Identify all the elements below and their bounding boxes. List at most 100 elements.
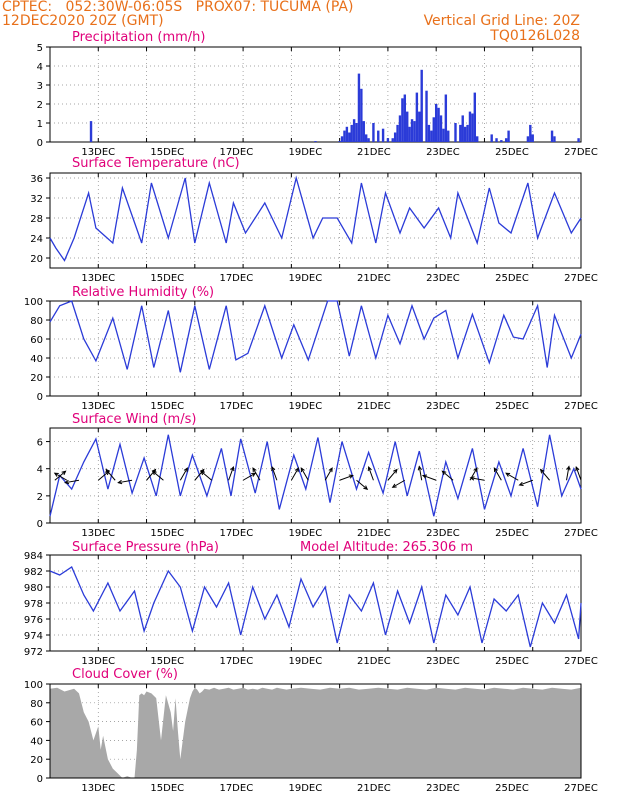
wind-arrow-shaft — [356, 479, 368, 490]
wind-arrow-shaft — [470, 477, 485, 481]
precip-bar — [425, 90, 428, 142]
cloud-xtick-label: 13DEC — [81, 783, 115, 794]
wind-arrow-shaft — [54, 470, 66, 481]
temp-xtick-label: 25DEC — [495, 273, 529, 284]
rh-panel: Relative Humidity (%) 0 20 40 60 80 100 13DEC 15… — [24, 285, 598, 412]
precip-ytick-label: 3 — [37, 81, 43, 92]
precip-xtick-label: 13DEC — [81, 147, 115, 158]
temp-ytick-label: 20 — [30, 254, 43, 265]
wind-arrow-shaft — [339, 474, 353, 481]
wind-series-line — [49, 434, 582, 517]
wind-arrow-head — [348, 474, 354, 479]
pressure-series-line — [49, 566, 582, 648]
wind-arrow — [290, 467, 299, 481]
wind-arrow-shaft — [324, 467, 333, 481]
wind-arrow-shaft — [252, 467, 261, 481]
wind-arrow-shaft — [575, 466, 582, 481]
pressure-ytick-label: 978 — [24, 599, 43, 610]
wind-arrow-shaft — [179, 467, 188, 481]
precip-bar — [507, 130, 510, 142]
wind-arrow — [505, 472, 519, 481]
wind-arrow-head — [53, 472, 59, 477]
precip-bar — [504, 138, 508, 142]
precip-bar — [418, 111, 421, 142]
precip-bar — [427, 124, 431, 142]
precip-bar — [466, 124, 469, 142]
precip-bar — [437, 107, 440, 142]
pressure-panel: Surface Pressure (hPa) Model Altitude: 26… — [24, 540, 598, 667]
precip-bar — [463, 126, 467, 142]
precip-bar — [432, 117, 435, 142]
cloud-ytick-label: 20 — [30, 755, 43, 766]
wind-arrow-shaft — [505, 472, 519, 481]
rh-xtick-label: 19DEC — [288, 401, 322, 412]
precip-bar — [391, 138, 394, 142]
cloud-ytick-label: 0 — [37, 774, 43, 785]
wind-arrow — [469, 476, 485, 481]
temp-title: Surface Temperature (nC) — [72, 156, 240, 171]
wind-arrow-head — [518, 481, 524, 486]
precip-bar — [490, 134, 493, 142]
wind-arrow — [539, 468, 551, 481]
precip-bar — [447, 130, 450, 142]
temp-ytick-label: 32 — [30, 194, 43, 205]
wind-arrow-head — [505, 472, 511, 477]
wind-arrow-shaft — [290, 467, 299, 481]
wind-panel: Surface Wind (m/s) 0 2 4 6 13DEC 15DEC 17DEC 19D… — [37, 412, 598, 539]
precip-bar — [408, 126, 411, 142]
precip-bar — [495, 138, 498, 142]
wind-arrow-head — [393, 468, 398, 474]
precip-bar — [434, 104, 438, 142]
wind-arrow-head — [575, 466, 580, 472]
temp-ytick-label: 36 — [30, 174, 43, 185]
precip-bar — [420, 69, 423, 142]
precip-bar — [377, 130, 380, 142]
precip-ytick-label: 4 — [37, 62, 43, 73]
rh-xtick-label: 13DEC — [81, 401, 115, 412]
temp-xtick-label: 21DEC — [357, 273, 391, 284]
precip-bar — [471, 113, 474, 142]
precip-bar — [393, 132, 397, 142]
wind-arrow — [493, 467, 502, 481]
rh-xtick-label: 15DEC — [150, 401, 184, 412]
wind-arrow-shaft — [65, 479, 80, 484]
cloud-ytick-label: 40 — [30, 736, 43, 747]
precip-bar — [352, 119, 356, 142]
precip-bar — [367, 138, 370, 142]
cloud-panel: Cloud Cover (%) 0 20 40 60 80 100 13DEC 15DEC 17D… — [24, 667, 598, 794]
pressure-ytick-label: 976 — [24, 615, 43, 626]
rh-ytick-label: 0 — [37, 392, 43, 403]
header-code: TQ0126L028 — [490, 28, 580, 44]
wind-arrow-shaft — [105, 469, 116, 481]
wind-arrow-shaft — [519, 479, 533, 486]
rh-xtick-label: 25DEC — [495, 401, 529, 412]
precip-bar — [454, 123, 457, 142]
precip-bar — [386, 138, 390, 142]
precip-bar — [381, 128, 385, 142]
wind-arrow-head — [493, 467, 498, 473]
precip-bar — [413, 121, 416, 142]
temp-panel: Surface Temperature (nC) 20 24 28 32 36 13DEC 1… — [30, 156, 598, 284]
wind-arrow — [518, 479, 533, 486]
wind-arrow-head — [421, 474, 428, 479]
wind-arrow — [64, 479, 80, 485]
precip-bar — [415, 92, 419, 142]
precip-bar — [430, 130, 433, 142]
precip-bar — [473, 92, 476, 142]
cloud-frame-top — [49, 683, 582, 779]
wind-arrow-head — [566, 465, 571, 471]
precip-bar — [461, 115, 464, 142]
temp-xtick-label: 23DEC — [426, 273, 460, 284]
cloud-ytick-label: 100 — [24, 680, 43, 691]
wind-arrow-head — [367, 466, 372, 472]
precip-xtick-label: 17DEC — [219, 147, 253, 158]
cloud-ytick-label: 80 — [30, 699, 43, 710]
wind-arrow-head — [271, 466, 276, 472]
precip-panel: Precipitation (mm/h) 0 1 2 3 4 5 13DEC 15DEC 17DE… — [37, 30, 598, 158]
wind-arrow-head — [151, 470, 157, 476]
rh-xtick-label: 27DEC — [564, 401, 598, 412]
precip-ytick-label: 1 — [37, 119, 43, 130]
precip-bar — [459, 124, 462, 142]
wind-arrow — [117, 479, 133, 485]
precip-bar — [343, 130, 346, 142]
